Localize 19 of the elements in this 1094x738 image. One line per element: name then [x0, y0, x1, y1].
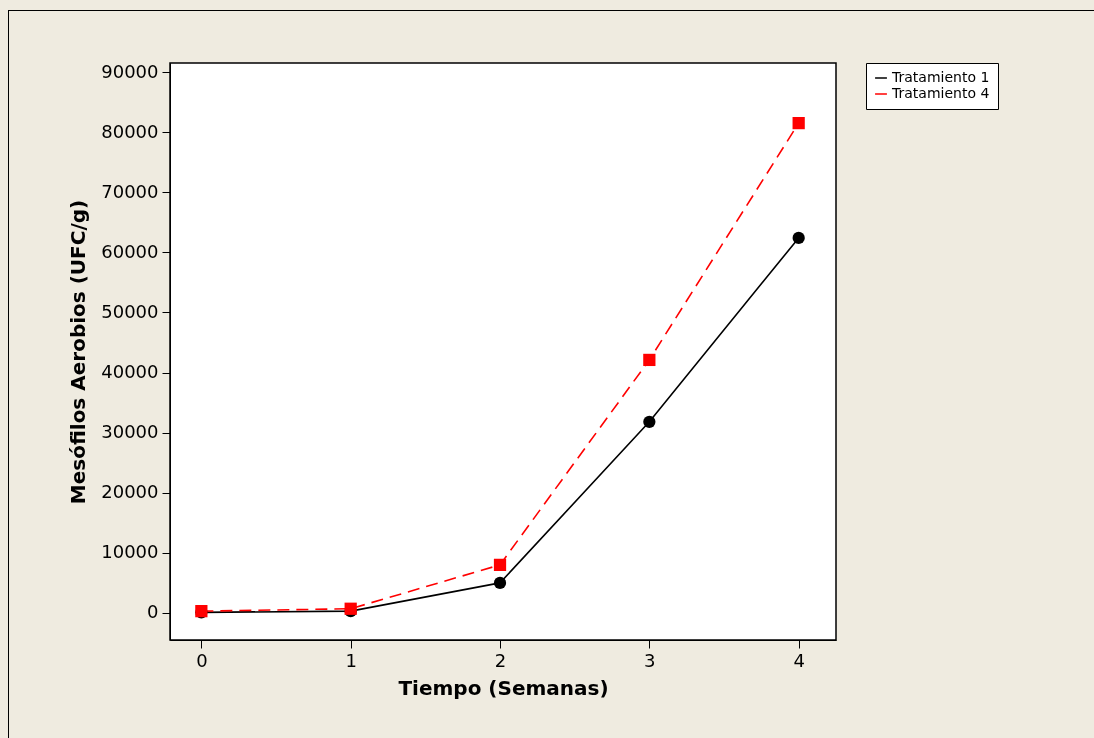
- y-tick-label: 30000: [101, 421, 159, 443]
- x-tick-label: 2: [494, 649, 507, 671]
- x-tick-label: 1: [345, 649, 357, 671]
- y-tick-label: 60000: [101, 240, 159, 262]
- x-tick-label: 0: [196, 649, 208, 671]
- y-tick-label: 40000: [101, 361, 159, 383]
- y-tick-label: 80000: [101, 120, 159, 142]
- y-axis-title: Mesófilos Aerobios (UFC/g): [66, 199, 91, 505]
- y-tick-label: 90000: [101, 60, 159, 82]
- legend-label: Tratamiento 4: [891, 85, 990, 101]
- y-tick-label: 50000: [101, 300, 159, 322]
- y-tick-label: 0: [147, 601, 159, 623]
- x-tick-label: 3: [644, 649, 656, 671]
- y-tick-label: 10000: [101, 541, 159, 563]
- x-tick-label: 4: [793, 649, 805, 671]
- x-axis-title: Tiempo (Semanas): [398, 675, 609, 700]
- y-tick-label: 20000: [101, 481, 159, 503]
- y-tick-label: 70000: [101, 180, 159, 202]
- legend-label: Tratamiento 1: [891, 69, 990, 85]
